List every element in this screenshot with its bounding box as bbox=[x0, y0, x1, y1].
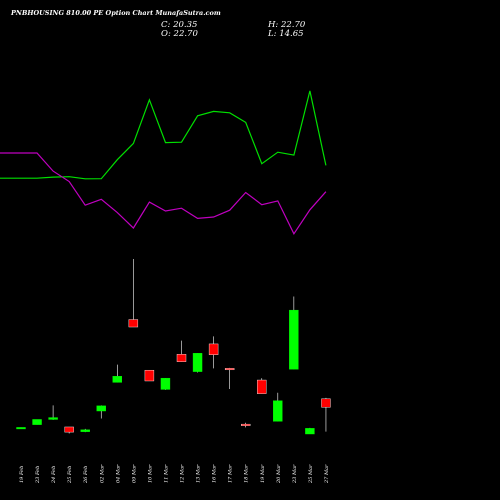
x-tick-label: 27 Mar bbox=[324, 464, 330, 484]
x-tick-label: 04 Mar bbox=[115, 464, 121, 483]
candle-body bbox=[321, 398, 331, 408]
candle-body bbox=[273, 400, 283, 422]
low-value: L: 14.65 bbox=[268, 29, 304, 39]
x-tick-label: 17 Mar bbox=[228, 464, 234, 483]
candle-body bbox=[64, 426, 74, 433]
x-tick-label: 10 Mar bbox=[147, 464, 153, 483]
candle-body bbox=[192, 353, 203, 372]
indicator-line-1 bbox=[0, 90, 327, 180]
x-tick-label: 02 Mar bbox=[99, 464, 105, 483]
candle-body bbox=[96, 405, 106, 412]
candle-body bbox=[48, 417, 58, 420]
x-tick-label: 23 Feb bbox=[35, 466, 41, 484]
x-tick-label: 13 Mar bbox=[196, 464, 202, 483]
candle-body bbox=[16, 427, 26, 430]
x-tick-label: 24 Feb bbox=[51, 466, 57, 484]
candle-body bbox=[257, 379, 267, 394]
candle-body bbox=[128, 319, 139, 328]
x-tick-label: 12 Mar bbox=[180, 464, 186, 483]
x-tick-label: 11 Mar bbox=[163, 464, 169, 483]
candle-body bbox=[112, 376, 123, 383]
candle-body bbox=[176, 354, 187, 362]
candle-body bbox=[289, 309, 299, 370]
candle-body bbox=[160, 377, 171, 390]
x-tick-label: 18 Mar bbox=[244, 464, 250, 483]
high-value: H: 22.70 bbox=[268, 20, 306, 30]
x-tick-label: 09 Mar bbox=[131, 464, 137, 483]
open-value: O: 22.70 bbox=[161, 29, 198, 39]
x-tick-label: 25 Feb bbox=[67, 466, 73, 484]
x-tick-label: 16 Mar bbox=[212, 464, 218, 483]
x-tick-label: 19 Feb bbox=[19, 466, 25, 483]
x-tick-label: 19 Mar bbox=[260, 464, 266, 483]
chart-title: PNBHOUSING 810.00 PE Option Chart Munafa… bbox=[11, 9, 221, 17]
candle-body bbox=[144, 369, 155, 382]
candle-body bbox=[240, 423, 251, 426]
candle-body bbox=[208, 343, 219, 355]
x-tick-label: 20 Mar bbox=[276, 464, 282, 484]
close-value: C: 20.35 bbox=[161, 20, 198, 30]
x-tick-label: 26 Feb bbox=[83, 466, 89, 484]
candle-body bbox=[305, 428, 315, 435]
x-tick-label: 23 Mar bbox=[292, 464, 298, 484]
x-tick-label: 25 Mar bbox=[308, 464, 314, 484]
indicator-line-2 bbox=[0, 152, 327, 236]
candle-body bbox=[80, 429, 90, 432]
candle-body bbox=[32, 419, 42, 425]
candle-body bbox=[224, 368, 235, 371]
